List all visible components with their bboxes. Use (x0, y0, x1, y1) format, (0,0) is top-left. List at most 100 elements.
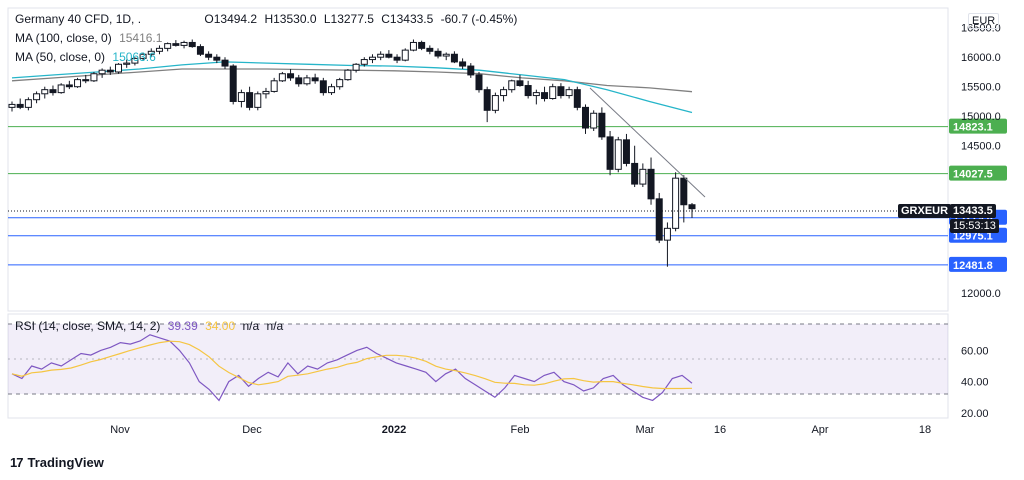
candle-body (581, 106, 589, 129)
candle-body (516, 80, 524, 87)
candle-body (434, 50, 442, 57)
ma50-value: 15063.6 (112, 50, 156, 64)
currency-badge[interactable]: EUR (968, 13, 1000, 29)
price-tick-label: 16000.0 (961, 52, 1001, 64)
candle-body (663, 227, 671, 241)
candle-body (483, 89, 491, 111)
brand-name: TradingView (27, 455, 104, 470)
candle-body (573, 89, 581, 108)
candle-body (631, 162, 639, 185)
candle-body (426, 47, 434, 52)
candle-body (221, 59, 229, 67)
level-badge-bg-1 (949, 118, 1007, 134)
ma100-value: 15416.1 (119, 31, 163, 45)
tradingview-icon: 17 (10, 455, 24, 470)
close-value: C13433.5 (381, 12, 434, 26)
candle-body (24, 99, 32, 108)
time-tick-label: 18 (919, 424, 931, 436)
symbol-title: Germany 40 CFD, 1D, . (15, 12, 142, 26)
ma50-line (11, 61, 693, 114)
candle-body (82, 79, 90, 82)
rsi-legend[interactable]: RSI (14, close, SMA, 14, 2) 39.39 34.00 … (15, 319, 287, 333)
candle-body (450, 53, 458, 63)
rsi-label: RSI (14, close, SMA, 14, 2) (15, 319, 161, 333)
time-tick-label: Feb (511, 424, 530, 436)
trendline[interactable] (589, 87, 706, 198)
candle-body (196, 46, 204, 55)
candle-body (467, 65, 475, 76)
candle-body (401, 49, 409, 61)
candle-body (172, 43, 180, 46)
time-tick-label: Mar (636, 424, 655, 436)
rsi-tick-label: 40.00 (961, 377, 989, 389)
rsi-value: 39.39 (167, 319, 198, 333)
high-value: H13530.0 (264, 12, 317, 26)
candle-body (606, 136, 614, 170)
candle-body (229, 65, 237, 102)
candle-body (377, 53, 385, 58)
candle-body (106, 69, 114, 73)
candle-body (688, 204, 696, 210)
candle-body (278, 73, 286, 82)
candle-body (336, 79, 344, 88)
candle-body (131, 57, 139, 64)
candle-body (115, 63, 123, 73)
candle-body (368, 56, 376, 61)
time-tick-label: 16 (714, 424, 726, 436)
candle-body (164, 43, 172, 49)
candle-body (418, 41, 426, 49)
candle-body (139, 53, 147, 59)
tradingview-logo[interactable]: 17 TradingView (10, 455, 104, 470)
candle-body (647, 168, 655, 200)
candle-body (41, 89, 49, 95)
time-tick-label: 2022 (382, 424, 406, 436)
price-tick-label: 15000.0 (961, 111, 1001, 123)
candle-body (188, 41, 196, 48)
candle-body (524, 85, 532, 97)
candle-body (246, 92, 254, 108)
time-tick-label: Dec (242, 424, 262, 436)
candle-body (565, 89, 573, 97)
price-pane (7, 7, 949, 312)
candle-body (442, 53, 450, 57)
candle-body (655, 198, 663, 241)
candle-body (352, 63, 360, 71)
candle-body (98, 69, 106, 75)
symbol-badge: GRXEUR (898, 204, 952, 218)
time-tick-label: Nov (110, 424, 130, 436)
rsi-tick-label: 60.00 (961, 345, 989, 357)
candle-body (500, 89, 508, 97)
rsi-line (11, 334, 693, 402)
ma100-label: MA (100, close, 0) (15, 31, 112, 45)
candle-body (254, 93, 262, 108)
price-tick-label: 14500.0 (961, 141, 1001, 153)
candle-body (459, 61, 467, 67)
candle-body (532, 92, 540, 97)
candle-body (344, 69, 352, 81)
ma50-legend[interactable]: MA (50, close, 0) 15063.6 (15, 50, 160, 64)
candle-body (508, 80, 516, 91)
candle-body (270, 80, 278, 92)
candle-body (557, 86, 565, 97)
candle-body (8, 103, 16, 108)
candle-body (123, 62, 131, 65)
countdown-badge: 15:53:13 (950, 219, 999, 233)
candle-body (409, 41, 417, 51)
level-badge-label-5: 12481.8 (953, 260, 993, 272)
candle-body (598, 112, 606, 138)
candle-body (680, 177, 688, 206)
candle-body (205, 53, 213, 58)
candle-body (155, 47, 163, 52)
time-tick-label: Apr (811, 424, 828, 436)
change-value: -60.7 (-0.45%) (440, 12, 518, 26)
rsi-pane (7, 313, 949, 419)
candle-body (311, 77, 319, 82)
candle-body (319, 80, 327, 94)
symbol-legend: Germany 40 CFD, 1D, . O13494.2 H13530.0 … (15, 12, 521, 26)
candle-body (147, 50, 155, 55)
ma100-legend[interactable]: MA (100, close, 0) 15416.1 (15, 31, 166, 45)
candle-body (549, 86, 557, 100)
candle-body (639, 168, 647, 185)
candle-body (65, 84, 73, 88)
rsi-na-2: n/a (266, 319, 284, 333)
